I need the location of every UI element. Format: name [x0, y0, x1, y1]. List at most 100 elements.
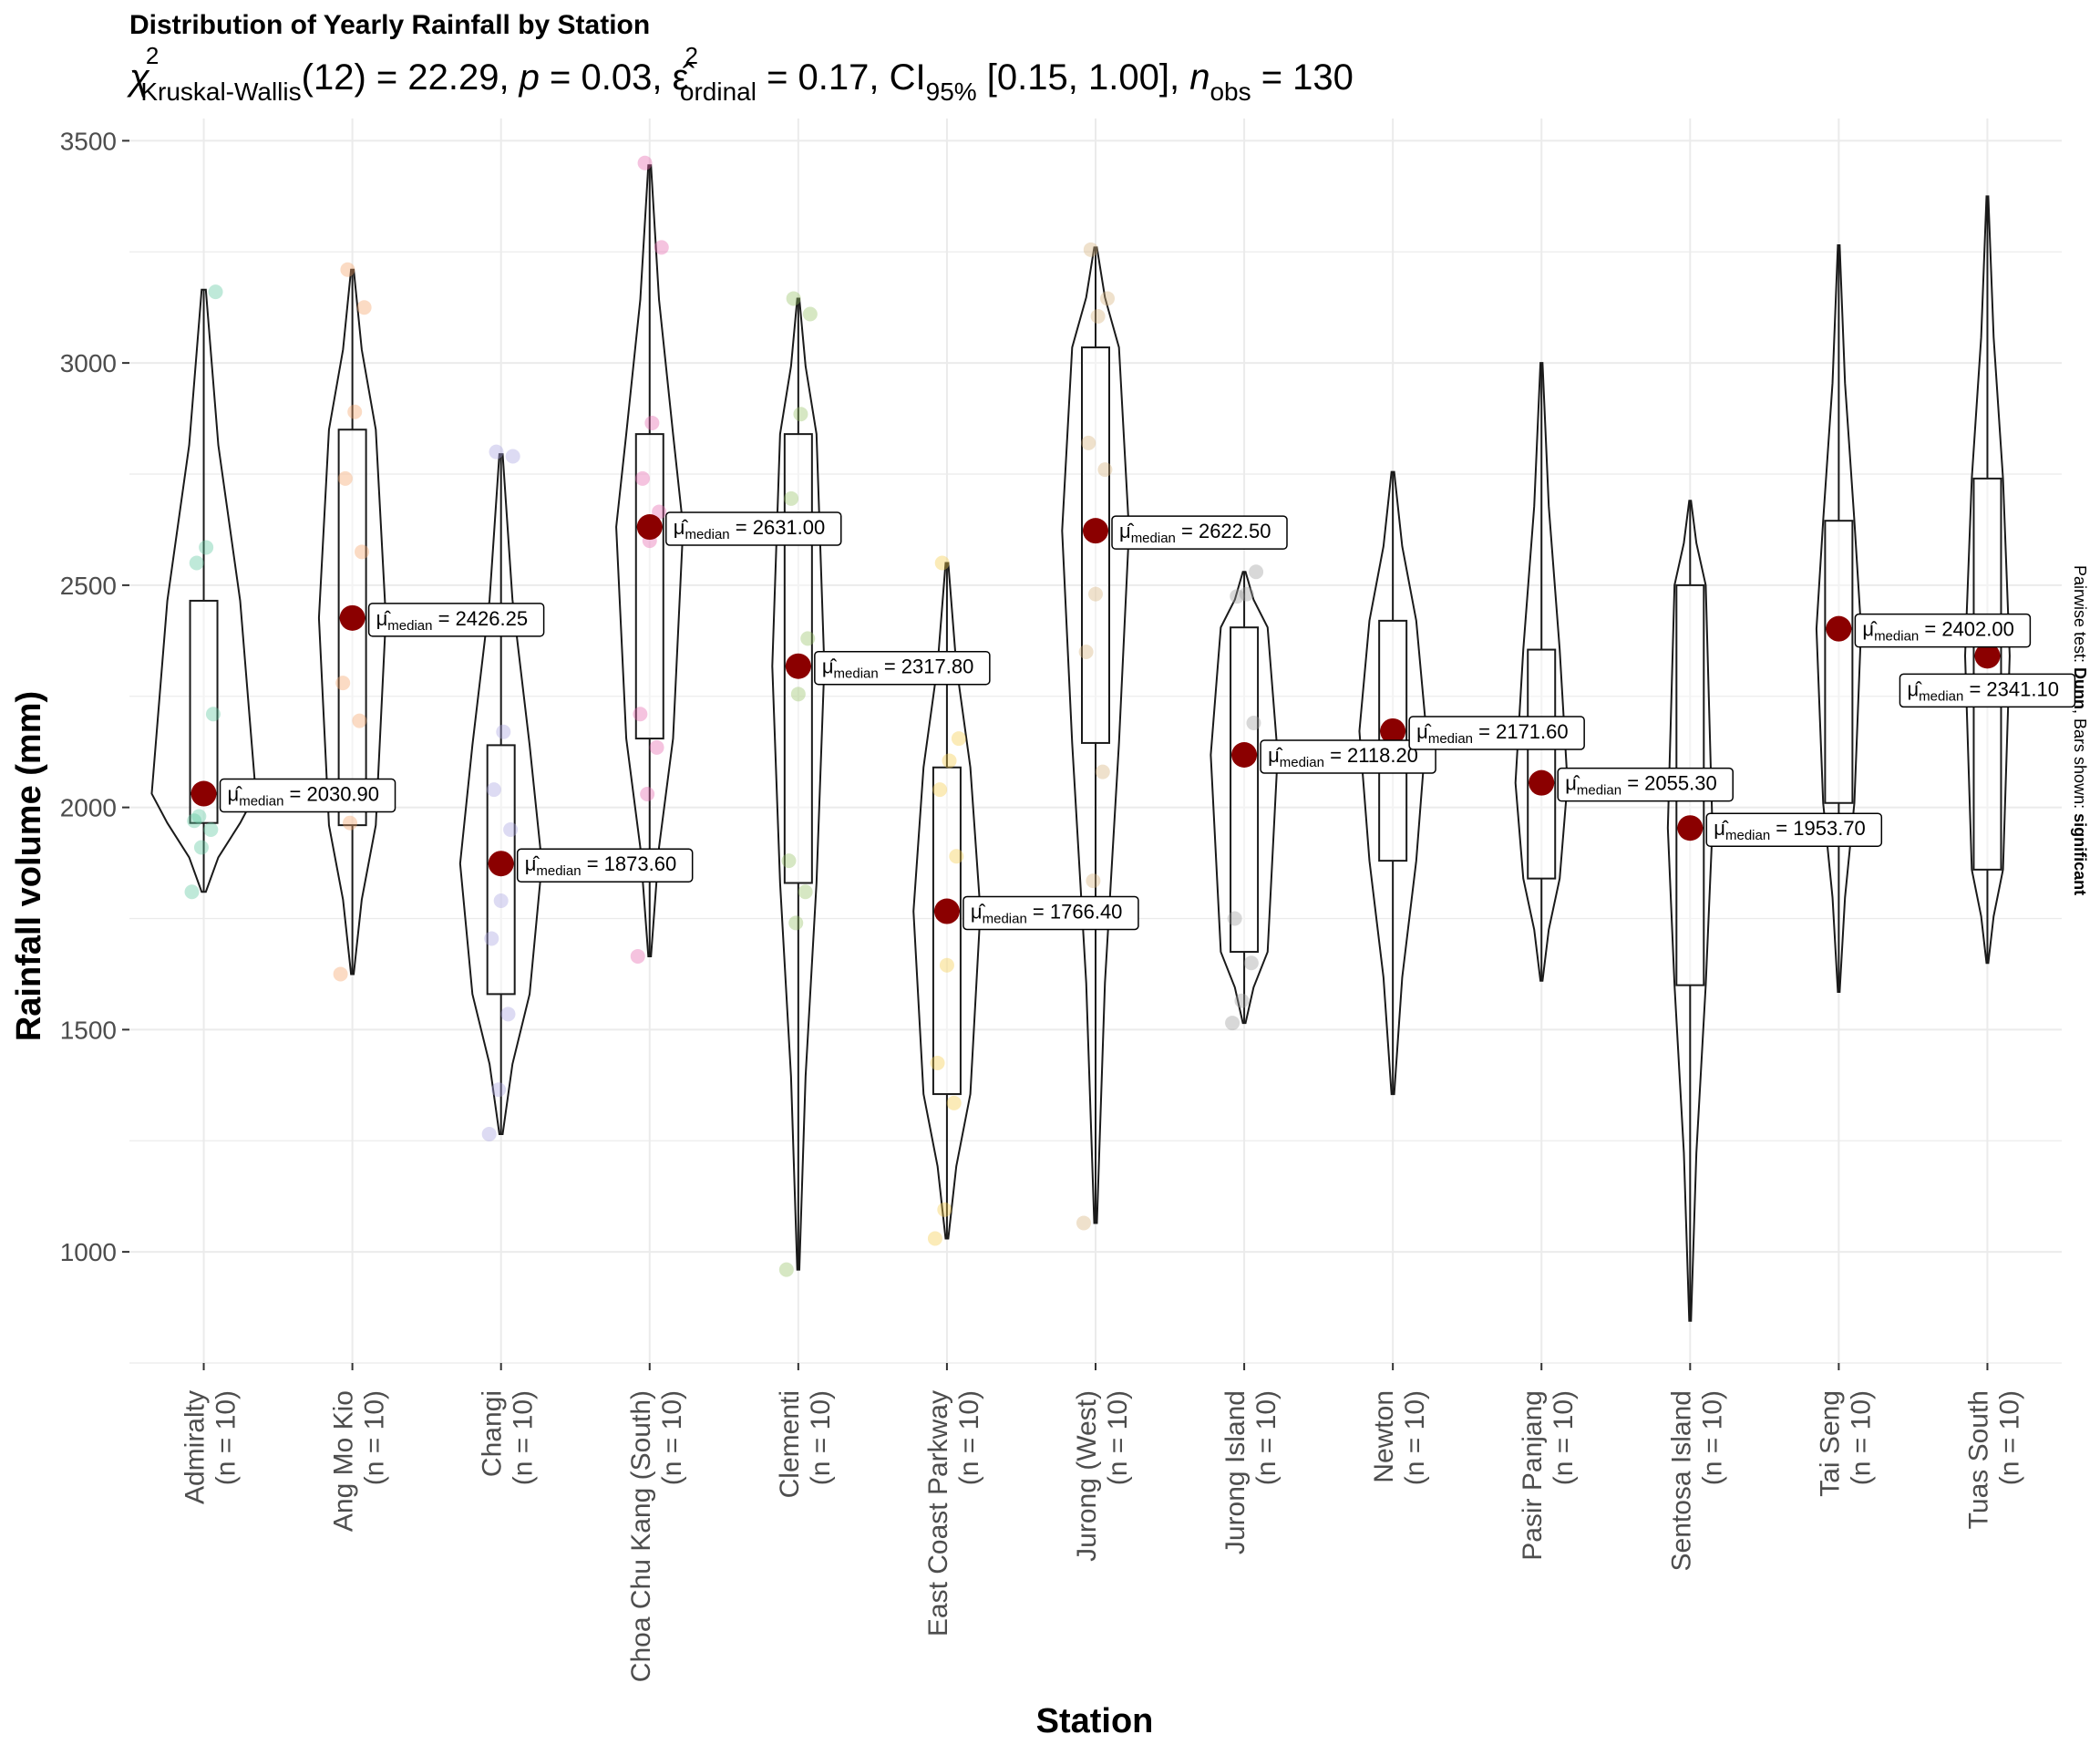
median-point	[1974, 643, 2001, 669]
data-point	[946, 1095, 962, 1110]
median-label-box	[219, 778, 396, 813]
median-label-text: μ̂median = 2426.25	[376, 607, 528, 634]
box-5	[932, 766, 962, 1096]
x-tick-n: (n = 10)	[509, 1390, 539, 1485]
data-point	[187, 813, 202, 829]
median-label-box	[1111, 515, 1288, 550]
data-point	[784, 490, 799, 506]
median-label-sub: median	[685, 527, 729, 542]
data-point	[786, 291, 801, 306]
y-tick-label: 1000	[60, 1238, 117, 1266]
x-tick-label: East Coast Parkway(n = 10)	[923, 1390, 984, 1636]
data-point	[484, 931, 499, 946]
data-point	[189, 555, 204, 571]
median-label-value: = 2622.50	[1176, 520, 1271, 542]
data-point	[505, 449, 520, 464]
data-point	[356, 300, 372, 315]
median-label-text: μ̂median = 2030.90	[228, 783, 379, 810]
median-label: μ̂median = 2030.90	[219, 778, 396, 813]
y-tick-label: 1500	[60, 1016, 117, 1044]
x-tick-name: Jurong (West)	[1072, 1390, 1102, 1562]
x-tick-name: Tai Seng	[1815, 1390, 1845, 1497]
x-tick-name: Ang Mo Kio	[329, 1390, 359, 1532]
violin-8	[1358, 470, 1427, 1096]
x-tick-name: Tuas South	[1963, 1390, 1993, 1529]
subtitle-chi-sub: Kruskal-Wallis	[140, 77, 301, 106]
median-label-text: μ̂median = 2317.80	[822, 656, 974, 682]
data-point	[793, 407, 808, 422]
data-point	[199, 540, 214, 555]
violin-5	[912, 562, 982, 1240]
data-point	[802, 306, 818, 322]
median-label-mu: μ̂	[674, 516, 689, 539]
median-label-box	[367, 603, 545, 637]
median-point	[1083, 518, 1108, 544]
data-point	[486, 782, 501, 798]
median-label-box	[814, 650, 991, 686]
data-point	[481, 1126, 497, 1141]
median-point	[339, 604, 365, 631]
median-label-box	[962, 895, 1139, 931]
median-point	[190, 780, 217, 807]
data-point	[493, 893, 509, 908]
median-label-value: = 2030.90	[283, 783, 379, 806]
median-label-box	[1854, 613, 2032, 648]
median-label-text: μ̂median = 1766.40	[971, 901, 1123, 927]
median-label: μ̂median = 2317.80	[814, 650, 991, 686]
median-label-sub: median	[834, 666, 879, 682]
data-point	[932, 782, 948, 798]
median-label-box	[1899, 673, 2076, 708]
x-tick-n: (n = 10)	[1400, 1390, 1430, 1485]
median-label-mu: μ̂	[1119, 520, 1135, 542]
data-point	[934, 555, 950, 571]
x-tick-n: (n = 10)	[1103, 1390, 1133, 1485]
data-point	[937, 1202, 952, 1217]
x-tick-n: (n = 10)	[1994, 1390, 2024, 1485]
median-label: μ̂median = 2055.30	[1557, 767, 1734, 802]
median-label-sub: median	[1131, 531, 1176, 546]
subtitle-df: (12) = 22.29,	[302, 57, 520, 98]
box-7	[1230, 626, 1260, 954]
data-point	[649, 739, 664, 755]
data-point	[205, 707, 221, 722]
x-tick-label: Jurong (West)(n = 10)	[1072, 1390, 1133, 1562]
median-label: μ̂median = 1873.60	[516, 848, 694, 883]
caption-shown: significant	[2071, 813, 2089, 895]
violin-3	[615, 164, 685, 957]
y-tick-label: 3500	[60, 127, 117, 155]
data-point	[637, 155, 653, 170]
median-label: μ̂median = 1766.40	[962, 895, 1139, 931]
y-tick-label: 3000	[60, 349, 117, 377]
median-label: μ̂median = 2341.10	[1899, 673, 2076, 708]
data-point	[644, 415, 660, 430]
median-label-mu: μ̂	[971, 901, 986, 924]
x-tick-label: Pasir Panjang(n = 10)	[1518, 1390, 1579, 1561]
data-point	[347, 404, 363, 419]
data-point	[939, 957, 954, 973]
data-point	[927, 1231, 942, 1246]
subtitle-chi-sup: 2	[146, 42, 159, 69]
data-point	[333, 966, 348, 982]
data-point	[1100, 291, 1115, 306]
median-label-value: = 2341.10	[1963, 677, 2059, 700]
median-label-sub: median	[1919, 688, 1963, 704]
data-point	[634, 470, 650, 486]
x-tick-n: (n = 10)	[1846, 1390, 1876, 1485]
data-point	[503, 822, 519, 837]
x-tick-name: Clementi	[775, 1390, 805, 1498]
x-tick-n: (n = 10)	[360, 1390, 390, 1485]
data-point	[1095, 764, 1110, 779]
data-point	[491, 1082, 507, 1098]
x-tick-name: Choa Chu Kang (South)	[626, 1390, 656, 1682]
caption-middle: , Bars shown:	[2071, 709, 2089, 813]
median-label-sub: median	[983, 912, 1027, 927]
data-point	[1225, 1016, 1240, 1031]
data-point	[781, 853, 797, 869]
data-point	[193, 840, 209, 855]
median-label-mu: μ̂	[1565, 772, 1580, 795]
median-label-text: μ̂median = 1873.60	[525, 852, 677, 879]
data-point	[335, 676, 351, 691]
median-label: μ̂median = 2622.50	[1111, 515, 1288, 550]
median-label-value: = 1873.60	[582, 852, 677, 875]
median-label-sub: median	[1874, 629, 1919, 645]
